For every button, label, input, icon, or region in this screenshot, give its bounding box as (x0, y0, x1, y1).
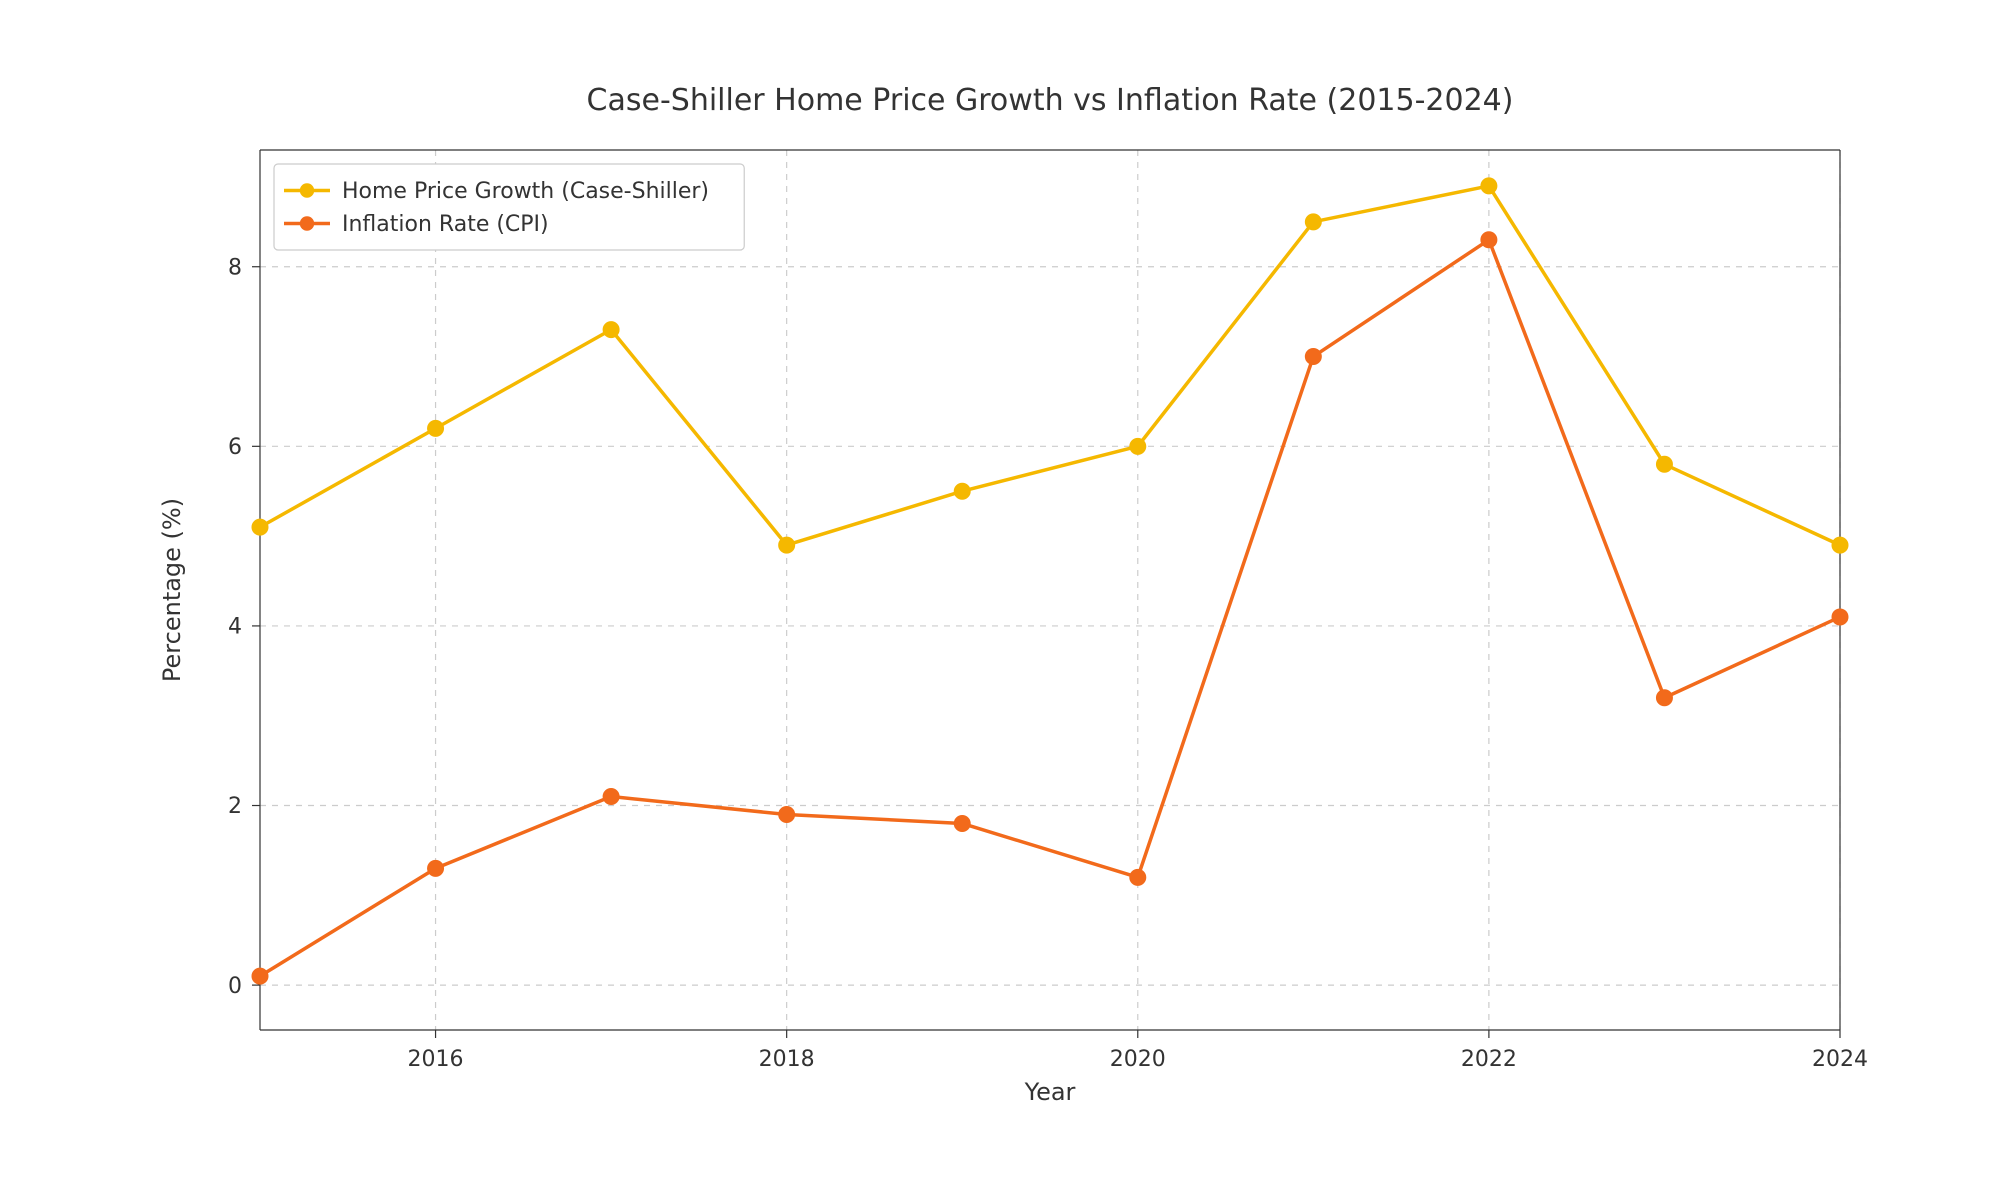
legend-swatch-marker (300, 183, 314, 197)
series-marker-0 (1481, 178, 1497, 194)
series-marker-0 (603, 322, 619, 338)
series-marker-1 (779, 806, 795, 822)
series-marker-1 (1130, 869, 1146, 885)
chart-container: 2016 2018 2020 2022 2024 0 2 4 6 8 Year Percentage … (0, 0, 2000, 1200)
y-tick-label: 0 (228, 974, 242, 999)
series-marker-0 (1130, 438, 1146, 454)
x-tick-label: 2020 (1110, 1047, 1166, 1072)
legend-label: Inflation Rate (CPI) (342, 212, 549, 237)
x-tick-label: 2022 (1461, 1047, 1517, 1072)
series-marker-0 (1832, 537, 1848, 553)
x-tick-label: 2016 (408, 1047, 464, 1072)
series-marker-1 (954, 815, 970, 831)
series-marker-1 (428, 860, 444, 876)
legend: Home Price Growth (Case-Shiller) Inflatio… (274, 164, 744, 250)
series-marker-0 (954, 483, 970, 499)
series-marker-1 (1656, 690, 1672, 706)
y-axis-label: Percentage (%) (158, 498, 186, 682)
y-tick-label: 6 (228, 435, 242, 460)
series-marker-0 (1305, 214, 1321, 230)
series-marker-1 (252, 968, 268, 984)
line-chart: 2016 2018 2020 2022 2024 0 2 4 6 8 Year Percentage … (0, 0, 2000, 1200)
series-marker-0 (252, 519, 268, 535)
x-axis-label: Year (1024, 1078, 1076, 1106)
x-tick-label: 2018 (759, 1047, 815, 1072)
y-tick-label: 8 (228, 255, 242, 280)
series-marker-1 (1832, 609, 1848, 625)
x-tick-label: 2024 (1812, 1047, 1868, 1072)
y-tick-label: 2 (228, 794, 242, 819)
series-marker-0 (779, 537, 795, 553)
series-marker-1 (603, 789, 619, 805)
legend-swatch-marker (300, 216, 314, 230)
series-marker-1 (1481, 232, 1497, 248)
series-marker-1 (1305, 349, 1321, 365)
series-marker-0 (428, 420, 444, 436)
chart-title: Case-Shiller Home Price Growth vs Inflat… (587, 83, 1514, 118)
legend-label: Home Price Growth (Case-Shiller) (342, 179, 709, 204)
y-tick-label: 4 (228, 615, 242, 640)
series-marker-0 (1656, 456, 1672, 472)
